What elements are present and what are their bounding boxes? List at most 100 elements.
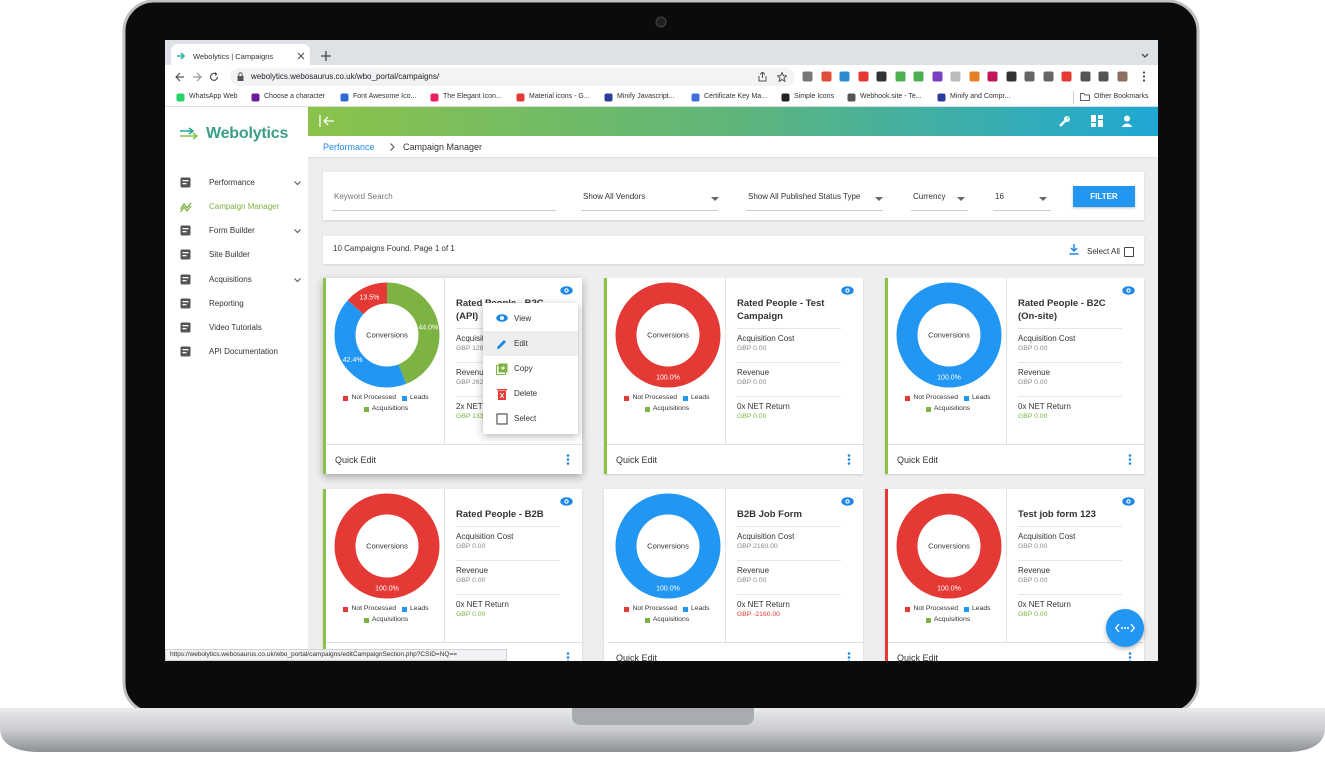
view-button[interactable] xyxy=(560,286,573,295)
more-button[interactable] xyxy=(566,652,570,661)
nav-item[interactable]: Performance xyxy=(209,178,255,188)
bookmark[interactable]: Simple Icons xyxy=(794,93,835,101)
extension-icon[interactable] xyxy=(1006,71,1017,82)
extension-icon[interactable] xyxy=(839,71,850,82)
more-button[interactable] xyxy=(1128,652,1132,661)
menu-item[interactable]: Copy xyxy=(483,356,578,381)
menu-item[interactable]: Select xyxy=(483,406,578,431)
status-filter[interactable]: Show All Published Status Type xyxy=(748,192,861,202)
more-button[interactable] xyxy=(847,454,851,465)
nav-item[interactable]: Video Tutorials xyxy=(209,323,262,333)
account-button[interactable] xyxy=(1121,115,1133,127)
nav-chevron[interactable] xyxy=(294,278,301,283)
view-button[interactable] xyxy=(841,286,854,295)
more-button[interactable] xyxy=(847,652,851,661)
tools-button[interactable] xyxy=(1058,115,1071,128)
nav-item[interactable]: Campaign Manager xyxy=(209,202,280,212)
bookmark[interactable]: WhatsApp Web xyxy=(189,93,238,101)
currency-filter[interactable]: Currency xyxy=(913,192,946,202)
tab-close[interactable] xyxy=(297,52,305,60)
nav-chevron[interactable] xyxy=(294,181,301,186)
nav-item[interactable]: API Documentation xyxy=(209,347,278,357)
dashboard-button[interactable] xyxy=(1091,115,1103,127)
extension-icon[interactable] xyxy=(1024,71,1035,82)
breadcrumb-link[interactable]: Performance xyxy=(323,141,375,152)
extension-icon[interactable] xyxy=(1098,71,1109,82)
extension-icon[interactable] xyxy=(1043,71,1054,82)
menu-item[interactable]: View xyxy=(483,306,578,331)
menu-item[interactable]: Edit xyxy=(483,331,578,356)
reload-button[interactable] xyxy=(209,72,219,82)
bookmark[interactable]: Font Awesome Ico... xyxy=(353,93,417,101)
select-all-checkbox[interactable] xyxy=(1124,247,1134,257)
bookmark-icon[interactable] xyxy=(937,93,946,102)
view-button[interactable] xyxy=(1122,497,1135,506)
more-button[interactable] xyxy=(1128,454,1132,465)
quick-edit-button[interactable]: Quick Edit xyxy=(897,454,939,465)
extension-icon[interactable] xyxy=(1117,71,1128,82)
bookmark[interactable]: Certificate Key Ma... xyxy=(704,93,768,101)
keyword-search[interactable]: Keyword Search xyxy=(334,192,393,202)
share-icon[interactable] xyxy=(758,71,767,82)
extension-icon[interactable] xyxy=(1061,71,1072,82)
nav-chevron[interactable] xyxy=(294,229,301,234)
extension-icon[interactable] xyxy=(1080,71,1091,82)
back-button[interactable] xyxy=(175,72,185,82)
bookmark[interactable]: Material icons - G... xyxy=(529,93,590,101)
bookmark-icon[interactable] xyxy=(516,93,525,102)
menu-item[interactable]: Delete xyxy=(483,381,578,406)
quick-edit-button[interactable]: Quick Edit xyxy=(335,454,377,465)
tab-search[interactable] xyxy=(1141,53,1149,59)
view-button[interactable] xyxy=(1122,286,1135,295)
bookmark[interactable]: Choose a character xyxy=(264,93,326,101)
extension-icon[interactable] xyxy=(802,71,813,82)
new-tab[interactable] xyxy=(321,51,331,61)
extension-icon[interactable] xyxy=(913,71,924,82)
quick-edit-button[interactable]: Quick Edit xyxy=(897,652,939,661)
filter-button[interactable]: FILTER xyxy=(1073,186,1135,207)
vendor-filter-underline xyxy=(581,210,718,211)
bookmark[interactable]: Webhook.site - Te... xyxy=(860,93,922,101)
nav-item[interactable]: Site Builder xyxy=(209,250,250,260)
icon-shape xyxy=(180,298,191,309)
nav-item[interactable]: Form Builder xyxy=(209,226,255,236)
extension-icon[interactable] xyxy=(987,71,998,82)
vendor-filter[interactable]: Show All Vendors xyxy=(583,192,646,202)
bookmark-icon[interactable] xyxy=(691,93,700,102)
donut-segment xyxy=(896,493,1002,599)
nav-item[interactable]: Reporting xyxy=(209,299,244,309)
extension-icon[interactable] xyxy=(876,71,887,82)
bookmark-icon[interactable] xyxy=(176,93,185,102)
tab[interactable] xyxy=(171,44,310,65)
omnibox[interactable] xyxy=(230,68,795,86)
other-bookmarks[interactable]: Other Bookmarks xyxy=(1094,93,1149,101)
more-button[interactable] xyxy=(566,454,570,465)
quick-edit-button[interactable]: Quick Edit xyxy=(616,454,658,465)
bookmark[interactable]: The Elegant Icon... xyxy=(443,93,502,101)
view-button[interactable] xyxy=(560,497,573,506)
bookmark-icon[interactable] xyxy=(340,93,349,102)
menu-button[interactable] xyxy=(1142,71,1146,82)
collapse-button[interactable] xyxy=(319,115,335,127)
icon-shape xyxy=(496,412,508,425)
extension-icon[interactable] xyxy=(858,71,869,82)
bookmark[interactable]: Minify Javascript... xyxy=(617,93,675,101)
per-page-filter[interactable]: 16 xyxy=(995,192,1004,202)
extension-icon[interactable] xyxy=(950,71,961,82)
star-icon[interactable] xyxy=(776,71,788,83)
view-button[interactable] xyxy=(841,497,854,506)
quick-edit-button[interactable]: Quick Edit xyxy=(616,652,658,661)
bookmark-icon[interactable] xyxy=(604,93,613,102)
extension-icon[interactable] xyxy=(821,71,832,82)
forward-button[interactable] xyxy=(192,72,202,82)
bookmark-icon[interactable] xyxy=(781,93,790,102)
download-button[interactable] xyxy=(1069,244,1079,255)
bookmark-icon[interactable] xyxy=(847,93,856,102)
bookmark[interactable]: Minify and Compr... xyxy=(950,93,1011,101)
extension-icon[interactable] xyxy=(895,71,906,82)
nav-item[interactable]: Acquisitions xyxy=(209,275,252,285)
bookmark-icon[interactable] xyxy=(251,93,260,102)
extension-icon[interactable] xyxy=(932,71,943,82)
extension-icon[interactable] xyxy=(969,71,980,82)
bookmark-icon[interactable] xyxy=(430,93,439,102)
